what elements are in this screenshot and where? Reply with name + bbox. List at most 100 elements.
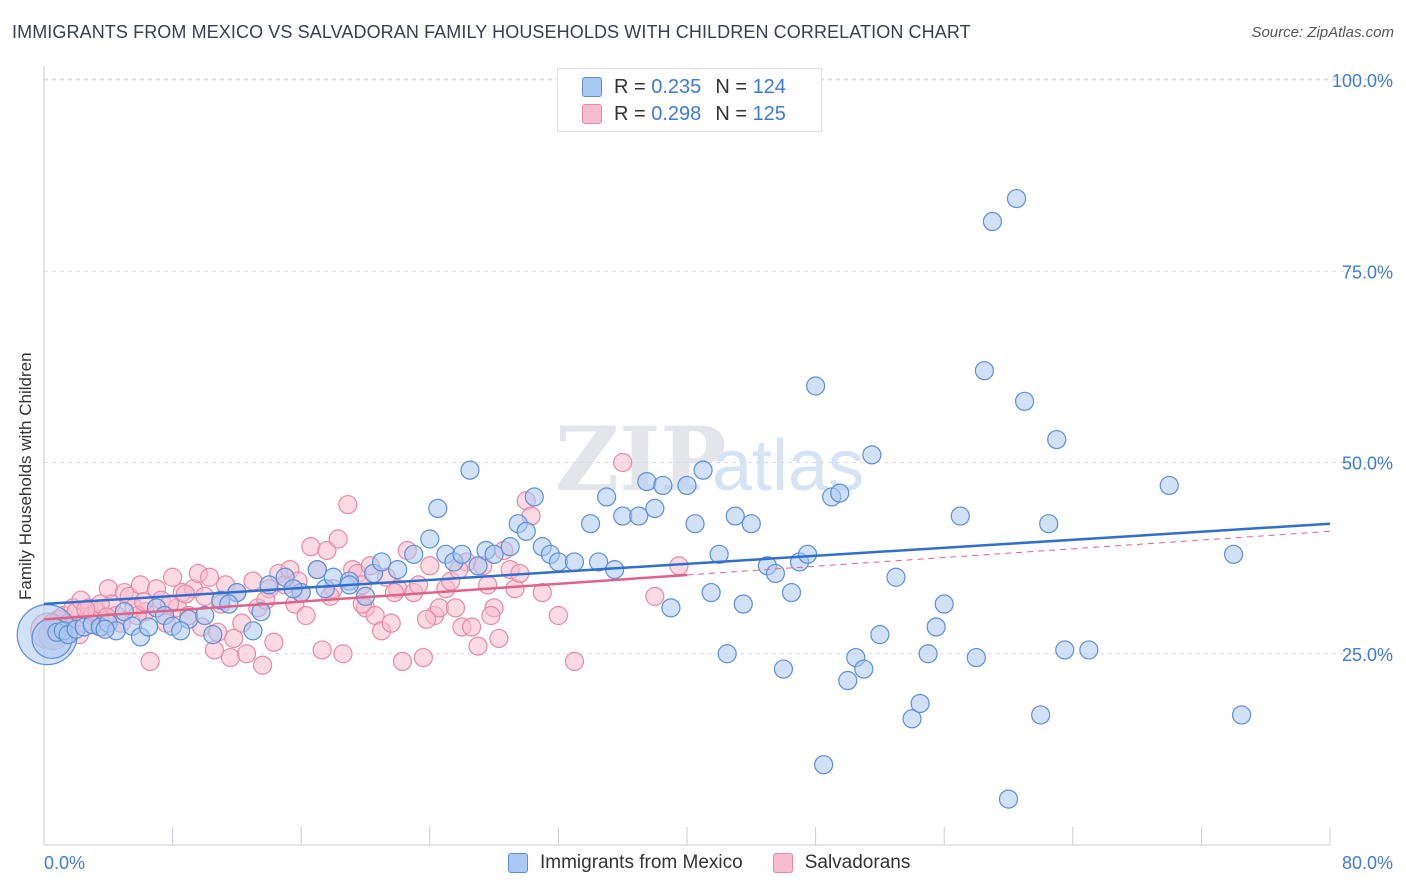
point-mexico [693,460,713,480]
legend-swatch-blue [582,77,602,97]
point-mexico [838,670,858,691]
point-salvadoran [140,651,160,672]
point-mexico [854,659,874,679]
legend-swatch-pink [582,104,602,124]
point-mexico [243,621,263,641]
point-mexico [388,559,408,580]
point-salvadoran [253,655,273,675]
legend-swatch-blue [508,853,528,873]
legend-swatch-pink [772,853,793,873]
point-mexico [725,506,745,526]
legend-r-value: 0.235 [651,75,702,98]
point-salvadoran [384,582,405,603]
point-salvadoran [489,628,509,649]
point-mexico [516,521,536,541]
point-salvadoran [296,605,316,626]
point-salvadoran [613,452,633,473]
point-mexico [1047,429,1067,450]
trendline-salvadorans-extension [686,530,1331,576]
point-mexico [886,567,906,587]
point-mexico [645,498,665,518]
x-tick-label: 0.0% [44,853,85,873]
point-mexico [219,594,239,614]
point-mexico [974,361,994,381]
point-salvadoran [199,567,220,587]
point-mexico [701,582,721,603]
point-mexico [709,544,729,564]
point-salvadoran [413,647,433,668]
point-mexico [428,498,448,518]
point-mexico [1079,640,1099,660]
point-mexico [918,644,938,664]
point-salvadoran [392,651,413,672]
legend-item-salvadorans: Salvadorans [772,852,910,874]
point-mexico [613,506,633,526]
point-mexico [500,537,520,557]
trendline-mexico [43,522,1331,606]
point-salvadoran [264,632,284,652]
point-salvadoran [481,605,501,626]
point-mexico [797,544,818,564]
point-mexico [1055,640,1075,660]
point-mexico [685,514,705,534]
y-tick-label: 50.0% [1342,454,1393,474]
legend-n-value: 125 [752,102,786,125]
point-salvadoran [468,636,488,656]
y-tick-label: 100.0% [1332,71,1393,91]
legend-r-label: R = [614,75,646,98]
point-mexico [371,552,392,572]
point-mexico [548,552,569,572]
point-mexico [814,755,834,775]
point-mexico [138,617,159,637]
x-tick-label: 80.0% [1342,853,1393,873]
point-salvadoran [445,598,466,618]
correlation-legend: R = 0.235 N = 124 R = 0.298 N = 125 [557,68,822,132]
point-mexico [910,693,930,714]
point-mexico [1006,188,1027,209]
point-salvadoran [416,609,437,629]
point-mexico [1231,705,1252,725]
point-mexico [773,659,794,679]
point-mexico [950,506,970,526]
y-tick-label: 25.0% [1342,645,1393,665]
legend-r-value: 0.298 [651,102,702,125]
point-salvadoran [548,605,569,626]
point-mexico [934,594,954,614]
point-mexico [1039,514,1059,534]
point-salvadoran [243,571,263,591]
point-salvadoran [220,647,241,668]
point-mexico [460,460,480,480]
point-salvadoran [163,567,183,587]
legend-label-mexico: Immigrants from Mexico [540,852,743,873]
point-salvadoran [645,586,665,606]
series-legend: Immigrants from Mexico Salvadorans [508,852,940,874]
point-mexico [588,552,609,572]
point-salvadoran [236,644,257,664]
point-salvadoran [532,582,552,603]
point-mexico [1223,544,1244,564]
point-mexico [653,475,673,496]
point-salvadoran [420,556,440,576]
point-salvadoran [195,586,215,606]
point-mexico [733,594,753,614]
point-mexico [717,644,737,664]
point-mexico [484,544,504,564]
point-salvadoran [301,537,321,557]
legend-row-mexico: R = 0.235 N = 124 [582,75,786,99]
legend-item-mexico: Immigrants from Mexico [508,852,743,874]
point-mexico [195,605,215,626]
point-mexico [870,625,890,645]
legend-r-label: R = [614,102,646,125]
legend-n-label: N = [715,102,747,125]
point-mexico [404,544,424,564]
legend-n-label: N = [715,75,747,98]
point-mexico [966,647,986,668]
point-mexico [171,621,191,641]
watermark-zip: ZIP [555,407,727,511]
point-salvadoran [317,540,337,561]
point-mexico [580,514,601,534]
legend-n-value: 124 [752,75,786,98]
trendline-salvadorans [43,573,688,621]
legend-row-salvadorans: R = 0.298 N = 125 [582,102,786,126]
